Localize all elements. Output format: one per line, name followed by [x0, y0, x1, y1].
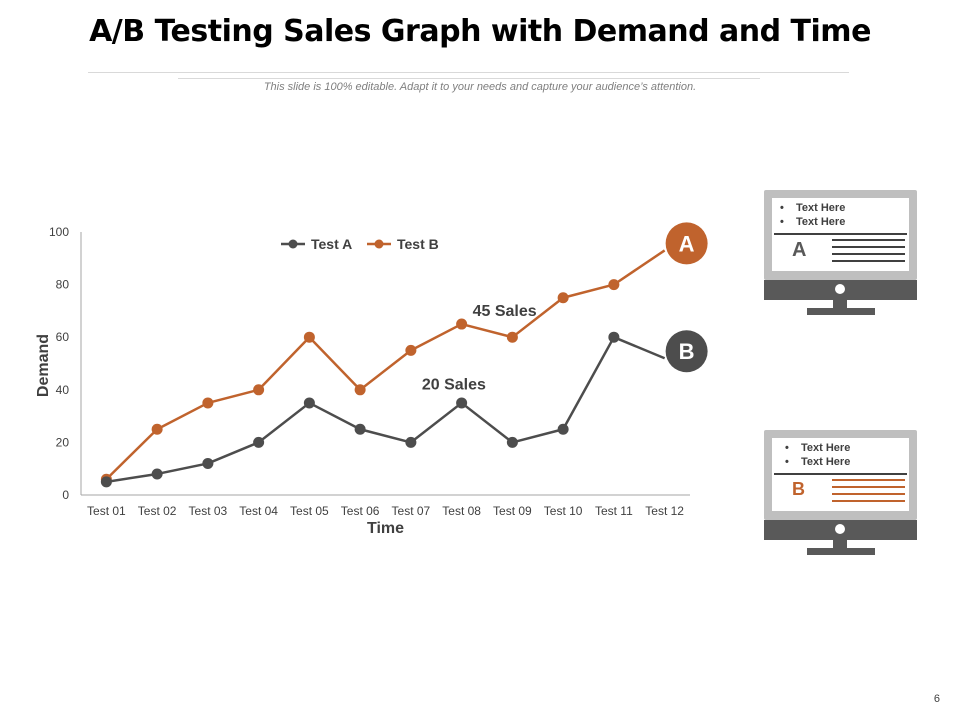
- x-tick-label: Test 04: [239, 504, 278, 518]
- x-tick-label: Test 12: [645, 504, 684, 518]
- data-point-test-b: [151, 423, 163, 435]
- y-tick-label: 20: [56, 435, 70, 449]
- x-tick-label: Test 07: [392, 504, 431, 518]
- monitor-a-power-icon: [835, 284, 845, 294]
- data-point-test-b: [354, 384, 366, 396]
- monitor-b-power-icon: [835, 524, 845, 534]
- slide-title: A/B Testing Sales Graph with Demand and …: [89, 14, 871, 49]
- monitor-b-bullet-1: Text Here: [771, 441, 850, 455]
- data-point-test-b: [506, 331, 518, 343]
- series-line-test-a: [106, 335, 666, 484]
- monitor-a-bullet-1: Text Here: [766, 201, 845, 215]
- data-point-test-a: [506, 436, 518, 448]
- annotation-label: 45 Sales: [473, 303, 537, 320]
- monitor-b-separator: [774, 473, 907, 475]
- monitor-b-bullets: Text Here Text Here: [785, 441, 850, 469]
- data-point-test-a: [354, 423, 366, 435]
- end-badge-label: A: [679, 231, 695, 256]
- data-point-test-b: [456, 318, 468, 330]
- monitor-b: Text Here Text Here B: [764, 430, 917, 556]
- end-badge-label: B: [679, 339, 695, 364]
- end-badge-a: [665, 222, 708, 265]
- monitor-a-text-lines: [832, 239, 905, 267]
- data-point-test-b: [202, 397, 214, 409]
- monitor-b-letter: B: [792, 479, 805, 499]
- legend-marker: [288, 239, 298, 249]
- data-point-test-b: [253, 384, 265, 396]
- data-point-test-a: [405, 436, 417, 448]
- end-badge-b: [665, 330, 708, 373]
- monitor-a-bullet-2: Text Here: [766, 215, 845, 229]
- monitor-a-separator: [774, 233, 907, 235]
- legend-entry: Test A: [311, 236, 352, 252]
- annotation-label: 20 Sales: [422, 377, 486, 394]
- data-point-test-b: [303, 331, 315, 343]
- monitor-a-neck: [833, 300, 847, 308]
- data-point-test-a: [557, 423, 569, 435]
- monitor-a-screen: Text Here Text Here A: [772, 198, 909, 271]
- data-point-test-a: [202, 457, 214, 469]
- monitor-b-stand: [807, 548, 875, 555]
- x-tick-label: Test 06: [341, 504, 380, 518]
- monitor-a-stand: [807, 308, 875, 315]
- data-point-test-a: [151, 468, 163, 480]
- data-point-test-a: [303, 397, 315, 409]
- x-tick-label: Test 05: [290, 504, 329, 518]
- x-axis-title: Time: [367, 520, 404, 537]
- y-tick-label: 80: [56, 278, 70, 292]
- monitor-b-text-lines: [832, 479, 905, 507]
- legend-entry: Test B: [397, 236, 439, 252]
- y-axis-title: Demand: [35, 334, 52, 397]
- series-line-test-b: [105, 249, 666, 481]
- legend-marker: [374, 239, 384, 249]
- data-point-test-b: [608, 279, 620, 291]
- monitor-b-neck: [833, 540, 847, 548]
- data-point-test-a: [456, 397, 468, 409]
- page-number: 6: [933, 693, 940, 705]
- data-point-test-b: [557, 292, 569, 304]
- data-point-test-a: [253, 436, 265, 448]
- monitor-a-letter: A: [792, 239, 807, 261]
- title-divider-top: [88, 72, 849, 73]
- data-point-test-b: [405, 344, 417, 356]
- x-tick-label: Test 08: [442, 504, 481, 518]
- x-tick-label: Test 02: [138, 504, 177, 518]
- monitor-a: Text Here Text Here A: [764, 190, 917, 316]
- monitor-b-screen: Text Here Text Here B: [772, 438, 909, 511]
- x-tick-label: Test 03: [189, 504, 228, 518]
- y-tick-label: 100: [49, 225, 69, 239]
- x-tick-label: Test 10: [544, 504, 583, 518]
- y-tick-label: 0: [62, 488, 69, 502]
- x-tick-label: Test 11: [595, 504, 633, 518]
- data-point-test-a: [100, 476, 112, 488]
- x-tick-label: Test 01: [87, 504, 126, 518]
- monitor-a-bullets: Text Here Text Here: [780, 201, 845, 229]
- y-tick-label: 60: [56, 330, 70, 344]
- slide-subtitle: This slide is 100% editable. Adapt it to…: [263, 81, 697, 93]
- monitor-b-bullet-2: Text Here: [771, 455, 850, 469]
- x-tick-label: Test 09: [493, 504, 532, 518]
- y-tick-label: 40: [56, 383, 70, 397]
- title-divider-bottom: [178, 78, 760, 79]
- data-point-test-a: [608, 331, 620, 343]
